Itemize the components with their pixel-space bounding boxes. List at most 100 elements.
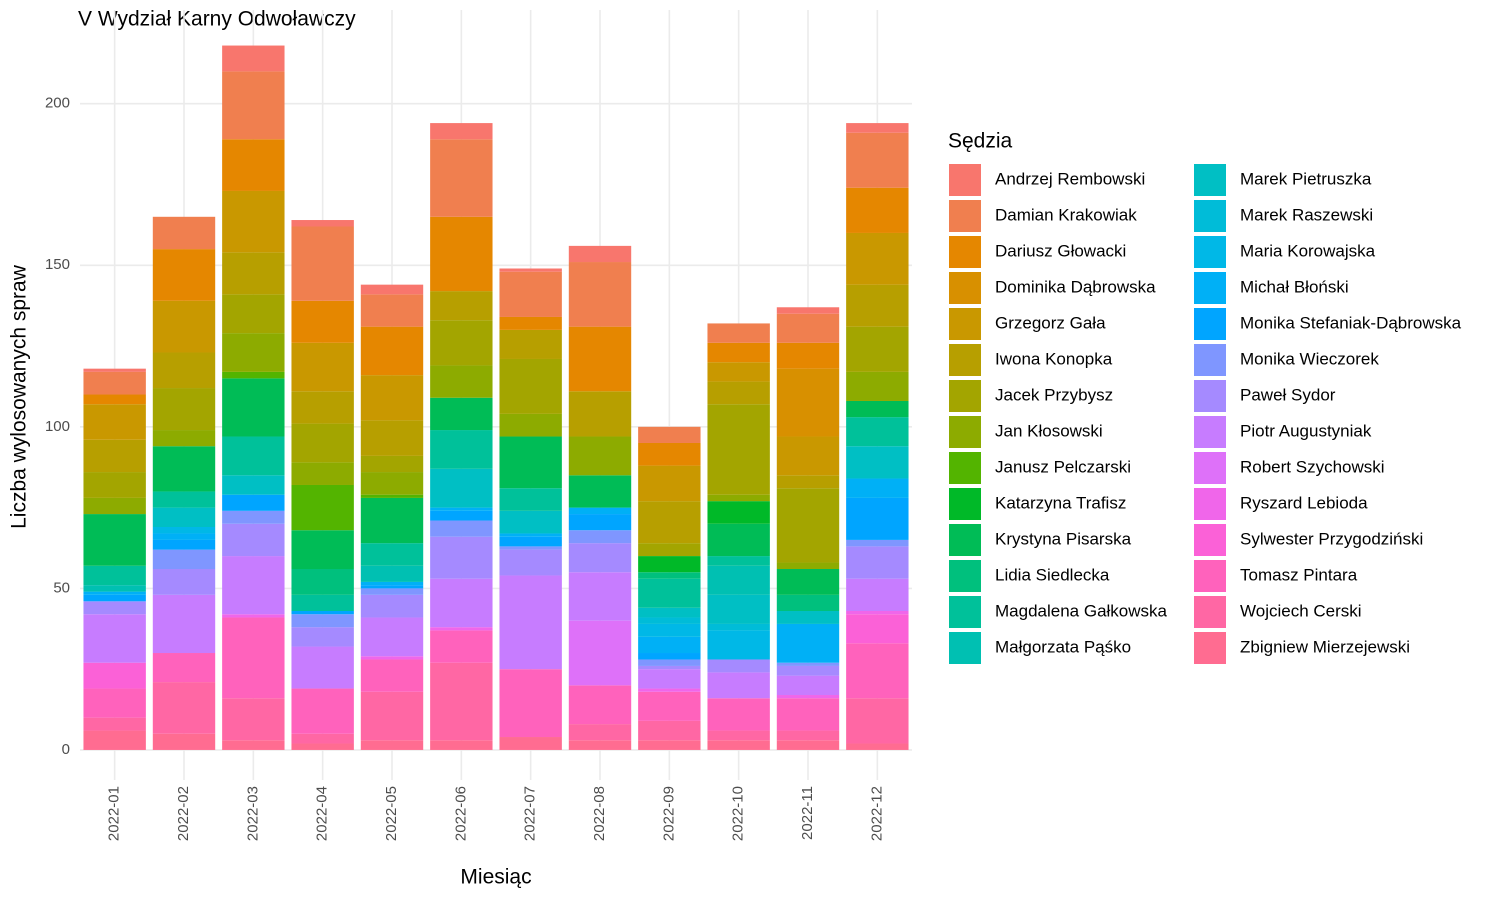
y-axis-title: Liczba wylosowanych spraw xyxy=(8,264,31,529)
bar-segment xyxy=(499,536,562,547)
bar-segment xyxy=(776,342,840,369)
x-tick-label: 2022-01 xyxy=(106,786,123,841)
legend-title: Sędzia xyxy=(948,130,1013,153)
bar-segment xyxy=(846,497,909,540)
x-axis-title: Miesiąc xyxy=(460,866,531,889)
bar-segment xyxy=(846,743,909,750)
legend-key xyxy=(949,524,981,556)
bar-segment xyxy=(846,698,909,744)
bar-segment xyxy=(360,497,424,544)
bar-segment xyxy=(152,388,216,431)
bar-segment xyxy=(152,249,216,301)
bar-segment xyxy=(638,688,701,692)
bar-segment xyxy=(776,313,840,343)
bar-segment xyxy=(776,740,840,750)
bar-segment xyxy=(846,643,909,699)
legend-key xyxy=(1194,596,1226,628)
bar-segment xyxy=(291,688,354,734)
legend-label: Jan Kłosowski xyxy=(995,421,1103,440)
bar-segment xyxy=(846,400,909,418)
bar-segment xyxy=(776,488,840,563)
legend-key xyxy=(949,416,981,448)
bar-segment xyxy=(152,653,216,683)
bar-segment xyxy=(499,575,562,670)
legend-label: Robert Szychowski xyxy=(1240,457,1385,476)
bar-segment xyxy=(291,342,354,392)
bar-segment xyxy=(568,245,632,263)
bar-segment xyxy=(430,627,493,631)
legend-key xyxy=(949,344,981,376)
x-tick-label: 2022-07 xyxy=(522,786,539,841)
bar-segment xyxy=(846,232,909,285)
legend-label: Marek Pietruszka xyxy=(1240,169,1372,188)
x-tick-label: 2022-12 xyxy=(868,786,885,841)
bar-segment xyxy=(222,139,285,191)
bar-segment xyxy=(499,316,562,330)
bar-segment xyxy=(568,724,632,741)
legend-key xyxy=(1194,344,1226,376)
legend-label: Katarzyna Trafisz xyxy=(995,493,1126,512)
bar-segment xyxy=(152,526,216,534)
legend-label: Dominika Dąbrowska xyxy=(995,277,1156,296)
bar-segment xyxy=(222,190,285,253)
bar-segment xyxy=(638,665,701,670)
bar-segment xyxy=(222,617,285,699)
bar-segment xyxy=(638,636,701,654)
bar-segment xyxy=(776,475,840,489)
bar-segment xyxy=(291,594,354,612)
bar-segment xyxy=(707,659,770,673)
x-tick-label: 2022-06 xyxy=(452,786,469,841)
legend-label: Michał Błoński xyxy=(1240,277,1349,296)
bar-segment xyxy=(499,549,562,576)
legend-label: Małgorzata Pąśko xyxy=(995,637,1131,656)
bar-segment xyxy=(430,365,493,398)
bar-segment xyxy=(430,468,493,508)
legend-label: Monika Stefaniak-Dąbrowska xyxy=(1240,313,1462,332)
bar-segment xyxy=(83,591,146,595)
bar-segment xyxy=(291,300,354,343)
bar-segment xyxy=(152,507,216,527)
legend-label: Magdalena Gałkowska xyxy=(995,601,1168,620)
bar-segment xyxy=(568,572,632,621)
bar-segment xyxy=(846,371,909,401)
bar-segment xyxy=(83,662,146,689)
bar-segment xyxy=(776,562,840,570)
bar-segment xyxy=(360,543,424,566)
bar-segment xyxy=(222,294,285,334)
bar-segment xyxy=(499,271,562,317)
bar-segment xyxy=(707,323,770,343)
bar-segment xyxy=(499,413,562,437)
legend-label: Iwona Konopka xyxy=(995,349,1113,368)
legend-key xyxy=(1194,272,1226,304)
legend-key xyxy=(949,272,981,304)
bar-segment xyxy=(568,262,632,327)
bar-segment xyxy=(568,620,632,686)
bar-segment xyxy=(430,520,493,537)
bar-segment xyxy=(360,617,424,657)
legend-key xyxy=(1194,236,1226,268)
bar-segment xyxy=(776,698,840,731)
bar-segment xyxy=(638,653,701,660)
bar-segment xyxy=(360,565,424,582)
bar-segment xyxy=(776,594,840,612)
x-tick-label: 2022-08 xyxy=(591,786,608,841)
legend-label: Tomasz Pintara xyxy=(1240,565,1358,584)
bar-segment xyxy=(776,307,840,314)
bar-segment xyxy=(568,543,632,573)
bar-segment xyxy=(776,662,840,666)
bar-segment xyxy=(707,623,770,631)
legend-label: Dariusz Głowacki xyxy=(995,241,1126,260)
bar-segment xyxy=(707,556,770,566)
legend-key xyxy=(1194,488,1226,520)
bar-segment xyxy=(568,391,632,437)
bar-segment xyxy=(360,420,424,456)
bar-segment xyxy=(152,533,216,540)
bar-segment xyxy=(430,291,493,321)
bar-segment xyxy=(152,594,216,654)
bar-segment xyxy=(222,436,285,476)
bar-segment xyxy=(707,362,770,382)
bar-segment xyxy=(568,326,632,392)
legend-label: Sylwester Przygodziński xyxy=(1240,529,1423,548)
legend-key xyxy=(1194,452,1226,484)
